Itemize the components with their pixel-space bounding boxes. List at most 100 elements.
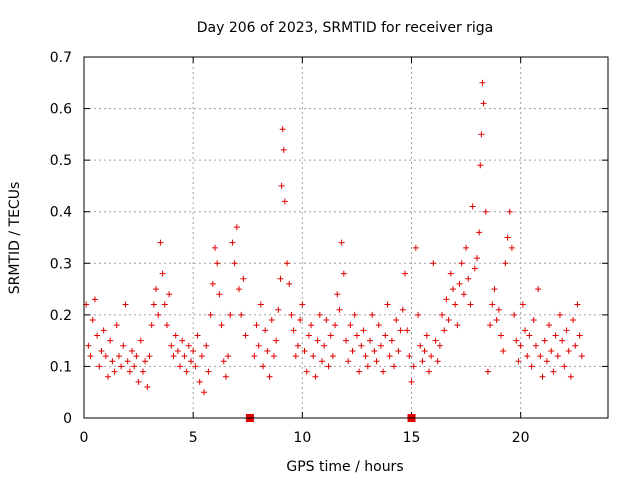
data-point — [105, 373, 112, 380]
data-point — [225, 353, 232, 360]
data-point — [578, 353, 585, 360]
data-point — [377, 342, 384, 349]
data-point — [332, 322, 339, 329]
data-point — [218, 322, 225, 329]
data-point — [517, 342, 524, 349]
data-point — [537, 353, 544, 360]
data-point — [233, 224, 240, 231]
data-point — [463, 244, 470, 251]
data-point — [532, 342, 539, 349]
data-point — [554, 353, 561, 360]
data-point — [504, 234, 511, 241]
data-point — [222, 373, 229, 380]
data-point — [550, 368, 557, 375]
data-point — [563, 327, 570, 334]
data-point — [367, 337, 374, 344]
data-point — [364, 363, 371, 370]
data-point — [166, 291, 173, 298]
data-point — [476, 229, 483, 236]
data-point — [454, 322, 461, 329]
data-point — [139, 368, 146, 375]
data-point — [541, 337, 548, 344]
data-point — [196, 378, 203, 385]
data-point — [174, 347, 181, 354]
x-axis-label: GPS time / hours — [286, 459, 403, 475]
data-point — [570, 317, 577, 324]
data-point — [412, 244, 419, 251]
data-point — [360, 327, 367, 334]
data-point — [456, 280, 463, 287]
data-point — [135, 378, 142, 385]
data-point — [528, 363, 535, 370]
data-point — [428, 353, 435, 360]
data-point — [369, 311, 376, 318]
data-point — [185, 342, 192, 349]
x-tick-label: 15 — [403, 430, 421, 446]
data-point — [251, 353, 258, 360]
data-point — [502, 260, 509, 267]
data-point — [479, 79, 486, 86]
data-point — [380, 368, 387, 375]
data-point — [318, 358, 325, 365]
data-point — [574, 301, 581, 308]
data-point — [229, 239, 236, 246]
data-point — [161, 301, 168, 308]
data-point — [477, 162, 484, 169]
data-point — [314, 337, 321, 344]
data-point — [268, 317, 275, 324]
data-point — [415, 311, 422, 318]
data-point — [506, 208, 513, 215]
data-point — [323, 317, 330, 324]
data-point — [115, 353, 122, 360]
data-point — [262, 327, 269, 334]
data-point — [286, 280, 293, 287]
data-point — [312, 373, 319, 380]
data-point — [556, 311, 563, 318]
data-point — [281, 198, 288, 205]
data-point — [395, 347, 402, 354]
data-point — [146, 353, 153, 360]
data-point — [576, 332, 583, 339]
data-point — [194, 332, 201, 339]
data-point — [423, 332, 430, 339]
data-point — [493, 317, 500, 324]
data-point — [170, 353, 177, 360]
data-point — [299, 301, 306, 308]
data-point — [325, 363, 332, 370]
chart-title: Day 206 of 2023, SRMTID for receiver rig… — [197, 20, 494, 36]
data-point — [297, 317, 304, 324]
data-point — [205, 368, 212, 375]
data-point — [255, 342, 262, 349]
data-point — [96, 363, 103, 370]
data-point — [515, 358, 522, 365]
data-point — [270, 353, 277, 360]
data-point — [386, 353, 393, 360]
data-point — [519, 301, 526, 308]
data-point — [172, 332, 179, 339]
data-point — [338, 239, 345, 246]
y-tick-label: 0.6 — [50, 102, 72, 118]
data-point — [257, 301, 264, 308]
data-point — [484, 368, 491, 375]
data-point — [336, 306, 343, 313]
data-point — [401, 270, 408, 277]
data-point — [177, 363, 184, 370]
data-point — [498, 332, 505, 339]
data-point — [530, 317, 537, 324]
data-point — [292, 353, 299, 360]
data-point — [495, 306, 502, 313]
data-point — [98, 347, 105, 354]
data-point — [91, 296, 98, 303]
data-point — [203, 342, 210, 349]
x-tick-label: 10 — [293, 430, 311, 446]
data-point — [148, 322, 155, 329]
data-point — [399, 306, 406, 313]
y-tick-label: 0.5 — [50, 153, 72, 169]
data-point — [543, 358, 550, 365]
data-point — [441, 327, 448, 334]
data-point — [410, 363, 417, 370]
plot-frame — [83, 56, 609, 419]
data-point — [288, 311, 295, 318]
data-point — [393, 317, 400, 324]
